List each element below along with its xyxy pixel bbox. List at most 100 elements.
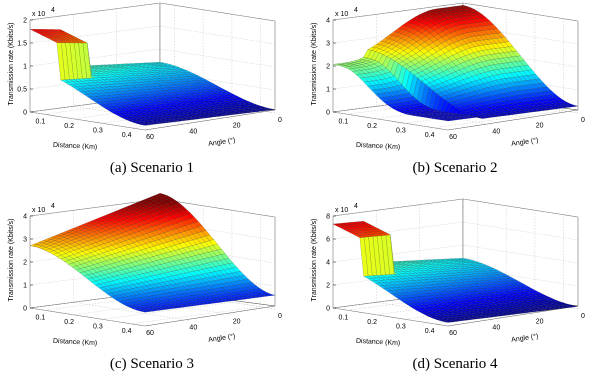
z-tick-label: 1 [23,64,27,71]
z-tick-label: 4 [326,18,330,25]
z-multiplier-exponent: 4 [51,7,55,14]
grid-line [130,214,261,324]
surface [29,193,276,313]
surface [332,5,579,122]
panel-caption: (d) Scenario 4 [413,356,498,372]
distance-tick-label: 0.3 [396,323,406,330]
grid-line [433,214,564,324]
x-axis-label: Distance (Km) [356,142,401,151]
grid-line [73,9,204,119]
angle-tick-label: 0 [581,117,585,124]
x-axis-label: Distance (Km) [53,142,98,151]
z-tick-label: 0 [326,306,330,313]
distance-tick-label: 0.1 [36,314,46,321]
z-tick-label: 4 [326,260,330,267]
z-tick-label: 2 [23,260,27,267]
z-multiplier: x 10 [335,11,348,18]
surface-patch [29,29,39,32]
distance-tick-label: 0.4 [122,328,132,335]
z-tick-label: 0 [23,306,27,313]
z-multiplier: x 10 [335,207,348,214]
x-axis-label: Distance (Km) [53,338,98,347]
chart-panel-3: 0 1 2 3 4 0.1 0.2 0.3 0.4 60 40 20 0 x 10 4 Transmissio… [8,193,282,372]
z-tick-label: 2 [326,283,330,290]
z-multiplier: x 10 [32,11,45,18]
grid-line [376,205,507,315]
distance-tick-label: 0.2 [64,123,74,130]
angle-tick-label: 60 [146,330,154,337]
surface [332,220,579,323]
angle-tick-label: 40 [189,324,197,331]
x-axis-label: Distance (Km) [356,338,401,347]
grid-line [347,201,478,311]
angle-tick-label: 20 [233,319,241,326]
z-tick-label: 0 [326,110,330,117]
angle-tick-label: 60 [449,134,457,141]
grid-line [404,210,536,320]
angle-tick-label: 40 [492,324,500,331]
chart-panel-4: 0 2 4 6 8 0.1 0.2 0.3 0.4 60 40 20 0 x 10 4 Transmissio… [311,198,585,372]
z-multiplier-exponent: 4 [354,203,358,210]
surface-patch [332,63,342,66]
angle-tick-label: 60 [449,330,457,337]
grid-line [29,20,146,131]
z-tick-label: 1 [23,283,27,290]
z-multiplier-exponent: 4 [51,203,55,210]
grid-line [101,210,233,320]
z-tick-label: 2 [326,64,330,71]
z-tick-label: 8 [326,214,330,221]
angle-tick-label: 40 [492,128,500,135]
z-tick-label: 1 [326,87,330,94]
angle-tick-label: 20 [536,319,544,326]
z-tick-label: 0 [23,110,27,117]
distance-tick-label: 0.4 [425,328,435,335]
z-multiplier: x 10 [32,207,45,214]
z-axis-label: Transmission rate (Kbits/s) [311,23,318,106]
distance-tick-label: 0.4 [122,132,132,139]
angle-tick-label: 0 [581,313,585,320]
grid-line [332,216,449,327]
angle-tick-label: 0 [278,117,282,124]
grid-line [101,14,233,124]
y-axis-label: Angle (°) [511,136,539,148]
z-tick-label: 0.5 [17,87,27,94]
grid-line [332,20,449,131]
distance-tick-label: 0.1 [339,118,349,125]
z-tick-label: 1.5 [17,41,27,48]
z-axis-label: Transmission rate (Kbits/s) [8,219,15,302]
surface [29,29,276,126]
grid-line [433,18,564,128]
z-tick-label: 3 [23,237,27,244]
distance-tick-label: 0.1 [339,314,349,321]
distance-tick-label: 0.2 [64,319,74,326]
z-tick-label: 4 [23,214,27,221]
distance-tick-label: 0.2 [367,319,377,326]
angle-tick-label: 60 [146,134,154,141]
grid-line [404,14,536,124]
distance-tick-label: 0.3 [93,127,103,134]
y-axis-label: Angle (°) [511,332,539,344]
y-axis-label: Angle (°) [208,332,236,344]
z-multiplier-exponent: 4 [354,7,358,14]
chart-panel-1: 0 0.5 1 1.5 2 0.1 0.2 0.3 0.4 60 40 20 0 x 10 4 Transmi… [8,2,282,176]
z-axis-label: Transmission rate (Kbits/s) [311,219,318,302]
grid-line [29,216,146,327]
distance-tick-label: 0.1 [36,118,46,125]
z-tick-label: 3 [326,41,330,48]
panel-caption: (a) Scenario 1 [110,160,194,176]
angle-tick-label: 40 [189,128,197,135]
z-tick-label: 2 [23,18,27,25]
grid-line [159,3,276,114]
chart-panel-2: 0 1 2 3 4 0.1 0.2 0.3 0.4 60 40 20 0 x 10 4 Transmissio… [311,2,585,176]
angle-tick-label: 20 [536,123,544,130]
distance-tick-label: 0.3 [396,127,406,134]
grid-line [462,199,579,310]
angle-tick-label: 20 [233,123,241,130]
z-tick-label: 6 [326,237,330,244]
grid-line [44,5,175,115]
grid-line [130,18,261,128]
panel-caption: (b) Scenario 2 [413,160,498,176]
angle-tick-label: 0 [278,313,282,320]
surface-patch [29,243,39,247]
